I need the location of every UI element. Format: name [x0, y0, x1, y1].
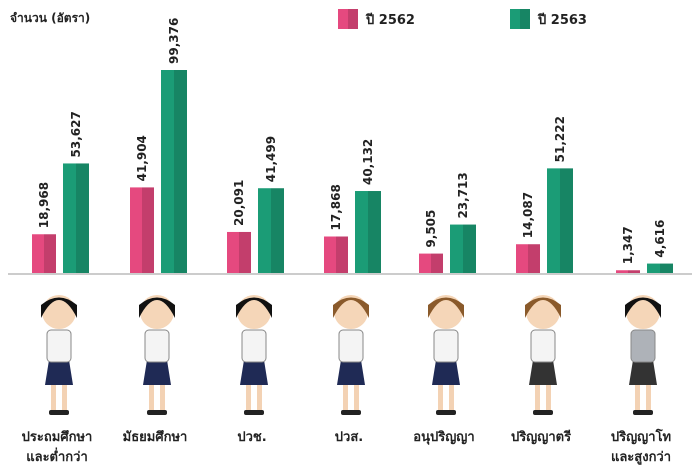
figure-shirt	[242, 330, 266, 362]
figure	[236, 295, 272, 415]
figure	[625, 295, 661, 415]
figure-shirt	[145, 330, 169, 362]
value-label: 20,091	[232, 180, 246, 226]
bar	[130, 187, 154, 273]
figure-head	[42, 295, 76, 329]
figure-shirt	[47, 330, 71, 362]
figure-skirt	[240, 360, 268, 385]
bar	[616, 270, 640, 273]
value-label: 23,713	[456, 172, 470, 218]
value-label: 1,347	[621, 226, 635, 264]
value-label: 41,499	[264, 136, 278, 182]
page: จำนวน (อัตรา) ปี 2562 ปี 2563 18,968 53,627…	[0, 0, 700, 471]
legend-swatch	[510, 9, 530, 29]
figure-head	[334, 295, 368, 329]
figure-head	[140, 295, 174, 329]
figure-head	[626, 295, 660, 329]
figure-skirt	[629, 360, 657, 385]
legend-swatch	[338, 9, 358, 29]
value-label: 51,222	[553, 116, 567, 162]
value-label: 99,376	[167, 18, 181, 64]
bar	[258, 188, 284, 273]
category-label: ปริญญาตรี	[491, 428, 591, 448]
bar	[450, 225, 476, 273]
figure-head	[237, 295, 271, 329]
figure	[525, 295, 561, 415]
figure	[428, 295, 464, 415]
figure-shoes	[533, 410, 553, 415]
category-label: ปวช.	[202, 428, 302, 448]
figure-head	[429, 295, 463, 329]
figure-shoes	[147, 410, 167, 415]
figure	[333, 295, 369, 415]
category-label: อนุปริญญา	[394, 428, 494, 448]
category-label: ปวส.	[299, 428, 399, 448]
figure-skirt	[529, 360, 557, 385]
value-label: 14,087	[521, 192, 535, 238]
figure-head	[526, 295, 560, 329]
bar	[547, 168, 573, 273]
value-label: 17,868	[329, 184, 343, 230]
bar	[516, 244, 540, 273]
bar	[161, 70, 187, 273]
figure-skirt	[45, 360, 73, 385]
figure-shoes	[436, 410, 456, 415]
category-label: มัธยมศึกษา	[105, 428, 205, 448]
figure-skirt	[432, 360, 460, 385]
figure-shirt	[339, 330, 363, 362]
bar	[227, 232, 251, 273]
value-label: 18,968	[37, 182, 51, 228]
figure-shoes	[244, 410, 264, 415]
value-label: 53,627	[69, 111, 83, 157]
legend-label: ปี 2562	[365, 12, 415, 28]
figure-skirt	[143, 360, 171, 385]
bar	[63, 163, 89, 273]
bar	[355, 191, 381, 273]
value-label: 9,505	[424, 210, 438, 248]
figure-shirt	[631, 330, 655, 362]
bar	[419, 254, 443, 273]
category-label: ปริญญาโท และสูงกว่า	[591, 428, 691, 468]
figure-skirt	[337, 360, 365, 385]
figure-shoes	[633, 410, 653, 415]
category-label: ประถมศึกษา และต่ำกว่า	[7, 428, 107, 468]
value-label: 41,904	[135, 135, 149, 181]
figure-shirt	[434, 330, 458, 362]
bar	[647, 264, 673, 273]
bar	[32, 234, 56, 273]
chart: จำนวน (อัตรา) ปี 2562 ปี 2563 18,968 53,627…	[0, 0, 700, 471]
legend-label: ปี 2563	[537, 12, 587, 28]
figure-shoes	[341, 410, 361, 415]
value-label: 40,132	[361, 139, 375, 185]
bar	[324, 237, 348, 273]
figure-shoes	[49, 410, 69, 415]
figure	[139, 295, 175, 415]
figure-shirt	[531, 330, 555, 362]
figure	[41, 295, 77, 415]
chart-title: จำนวน (อัตรา)	[10, 11, 90, 25]
value-label: 4,616	[653, 220, 667, 258]
